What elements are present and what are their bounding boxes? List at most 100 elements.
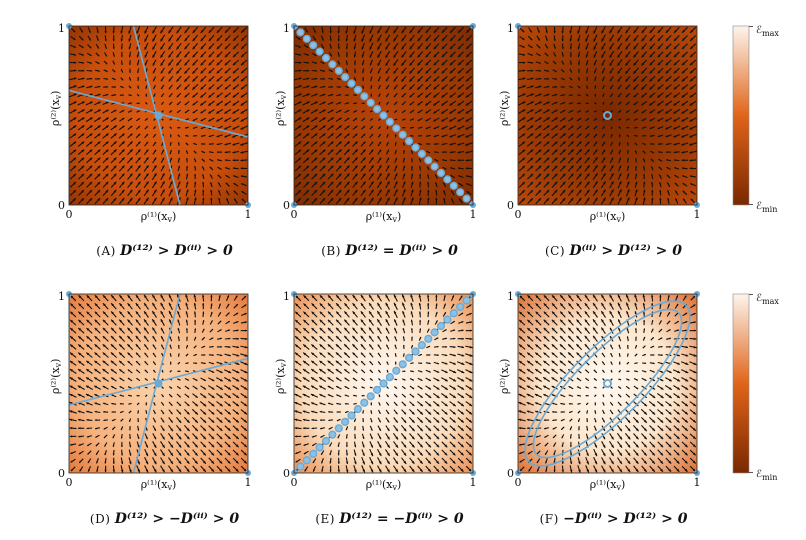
field-arrowhead: [86, 295, 90, 299]
field-arrowhead: [244, 345, 248, 349]
field-arrowhead: [417, 38, 421, 42]
field-arrowhead: [153, 165, 157, 169]
field-arrowhead: [673, 119, 677, 122]
field-arrowhead: [311, 410, 314, 413]
field-arrowhead: [445, 337, 447, 340]
x-tick-0: 0: [66, 208, 73, 221]
field-arrowhead: [299, 69, 302, 72]
field-arrowhead: [232, 110, 236, 114]
field-arrowhead: [178, 403, 181, 406]
field-arrowhead: [385, 46, 389, 50]
field-arrowhead: [113, 55, 115, 57]
field-arrowhead: [193, 135, 195, 137]
fixed-point-line: [392, 366, 401, 375]
field-arrowhead: [553, 31, 556, 34]
field-arrowhead: [378, 361, 380, 364]
field-arrowhead: [642, 135, 644, 137]
field-arrowhead: [177, 328, 180, 331]
field-arrowhead: [327, 344, 331, 348]
field-arrowhead: [418, 127, 420, 129]
field-arrowhead: [657, 102, 661, 106]
field-arrowhead: [650, 158, 653, 161]
field-arrowhead: [465, 135, 469, 138]
field-arrowhead: [352, 327, 356, 331]
field-arrowhead: [162, 469, 165, 473]
field-arrowhead: [625, 62, 629, 66]
field-arrowhead: [555, 94, 558, 96]
field-arrowhead: [586, 79, 588, 81]
field-arrowhead: [138, 141, 141, 144]
field-arrowhead: [352, 319, 356, 323]
field-arrowhead: [555, 86, 558, 88]
field-arrowhead: [451, 198, 454, 201]
field-arrowhead: [370, 412, 373, 414]
field-arrowhead: [419, 460, 423, 464]
field-arrowhead: [546, 62, 549, 64]
field-arrowhead: [217, 174, 220, 177]
field-arrowhead: [322, 117, 326, 121]
field-arrowhead: [465, 127, 469, 130]
field-arrowhead: [395, 150, 397, 152]
field-arrowhead: [403, 142, 405, 145]
field-arrowhead: [594, 118, 597, 121]
field-arrowhead: [411, 328, 413, 330]
vector-field: [69, 294, 248, 473]
field-arrowhead: [82, 77, 85, 80]
field-arrowhead: [98, 70, 100, 72]
field-arrowhead: [137, 428, 140, 431]
field-arrowhead: [562, 133, 566, 137]
fixed-point-line: [436, 321, 446, 331]
field-arrowhead: [90, 85, 93, 88]
field-arrowhead: [546, 181, 550, 185]
field-arrowhead: [603, 157, 606, 161]
field-arrowhead: [208, 119, 212, 122]
field-arrowhead: [153, 361, 155, 364]
field-arrowhead: [594, 110, 597, 113]
field-arrowhead: [298, 53, 301, 56]
field-arrowhead: [170, 142, 172, 144]
field-arrowhead: [161, 102, 164, 105]
field-arrowhead: [461, 337, 464, 340]
field-arrowhead: [113, 70, 116, 73]
field-arrowhead: [673, 127, 677, 130]
field-arrowhead: [192, 30, 196, 34]
field-arrowhead: [210, 189, 213, 193]
field-arrowhead: [563, 94, 566, 96]
field-arrowhead: [178, 189, 181, 193]
field-arrowhead: [328, 295, 331, 299]
field-arrowhead: [395, 444, 398, 448]
field-arrowhead: [314, 157, 318, 161]
field-arrowhead: [314, 173, 318, 177]
field-arrowhead: [641, 86, 645, 90]
field-arrowhead: [232, 167, 236, 170]
field-arrowhead: [113, 117, 117, 120]
field-arrowhead: [460, 436, 464, 439]
field-arrowhead: [106, 102, 109, 104]
field-arrowhead: [354, 189, 358, 193]
y-tick-0: 0: [58, 199, 65, 212]
field-arrowhead: [469, 321, 472, 324]
field-arrowhead: [186, 345, 188, 347]
field-arrowhead: [241, 38, 244, 41]
field-arrowhead: [78, 311, 82, 315]
field-arrowhead: [681, 167, 685, 170]
field-arrowhead: [224, 143, 227, 146]
field-arrowhead: [369, 30, 372, 34]
field-arrowhead: [111, 386, 114, 389]
field-arrowhead: [602, 118, 605, 121]
field-arrowhead: [319, 303, 323, 307]
field-arrowhead: [224, 119, 228, 122]
field-arrowhead: [538, 38, 540, 41]
field-arrowhead: [129, 189, 133, 193]
field-arrowhead: [138, 110, 140, 113]
field-arrowhead: [86, 435, 89, 438]
field-arrowhead: [211, 452, 214, 456]
field-arrowhead: [153, 453, 157, 456]
field-arrowhead: [319, 344, 323, 348]
field-arrowhead: [162, 452, 165, 456]
field-arrowhead: [244, 370, 248, 373]
field-arrowhead: [354, 453, 357, 456]
x-tick-1: 1: [694, 208, 701, 221]
field-arrowhead: [449, 62, 453, 66]
field-arrowhead: [224, 78, 228, 82]
